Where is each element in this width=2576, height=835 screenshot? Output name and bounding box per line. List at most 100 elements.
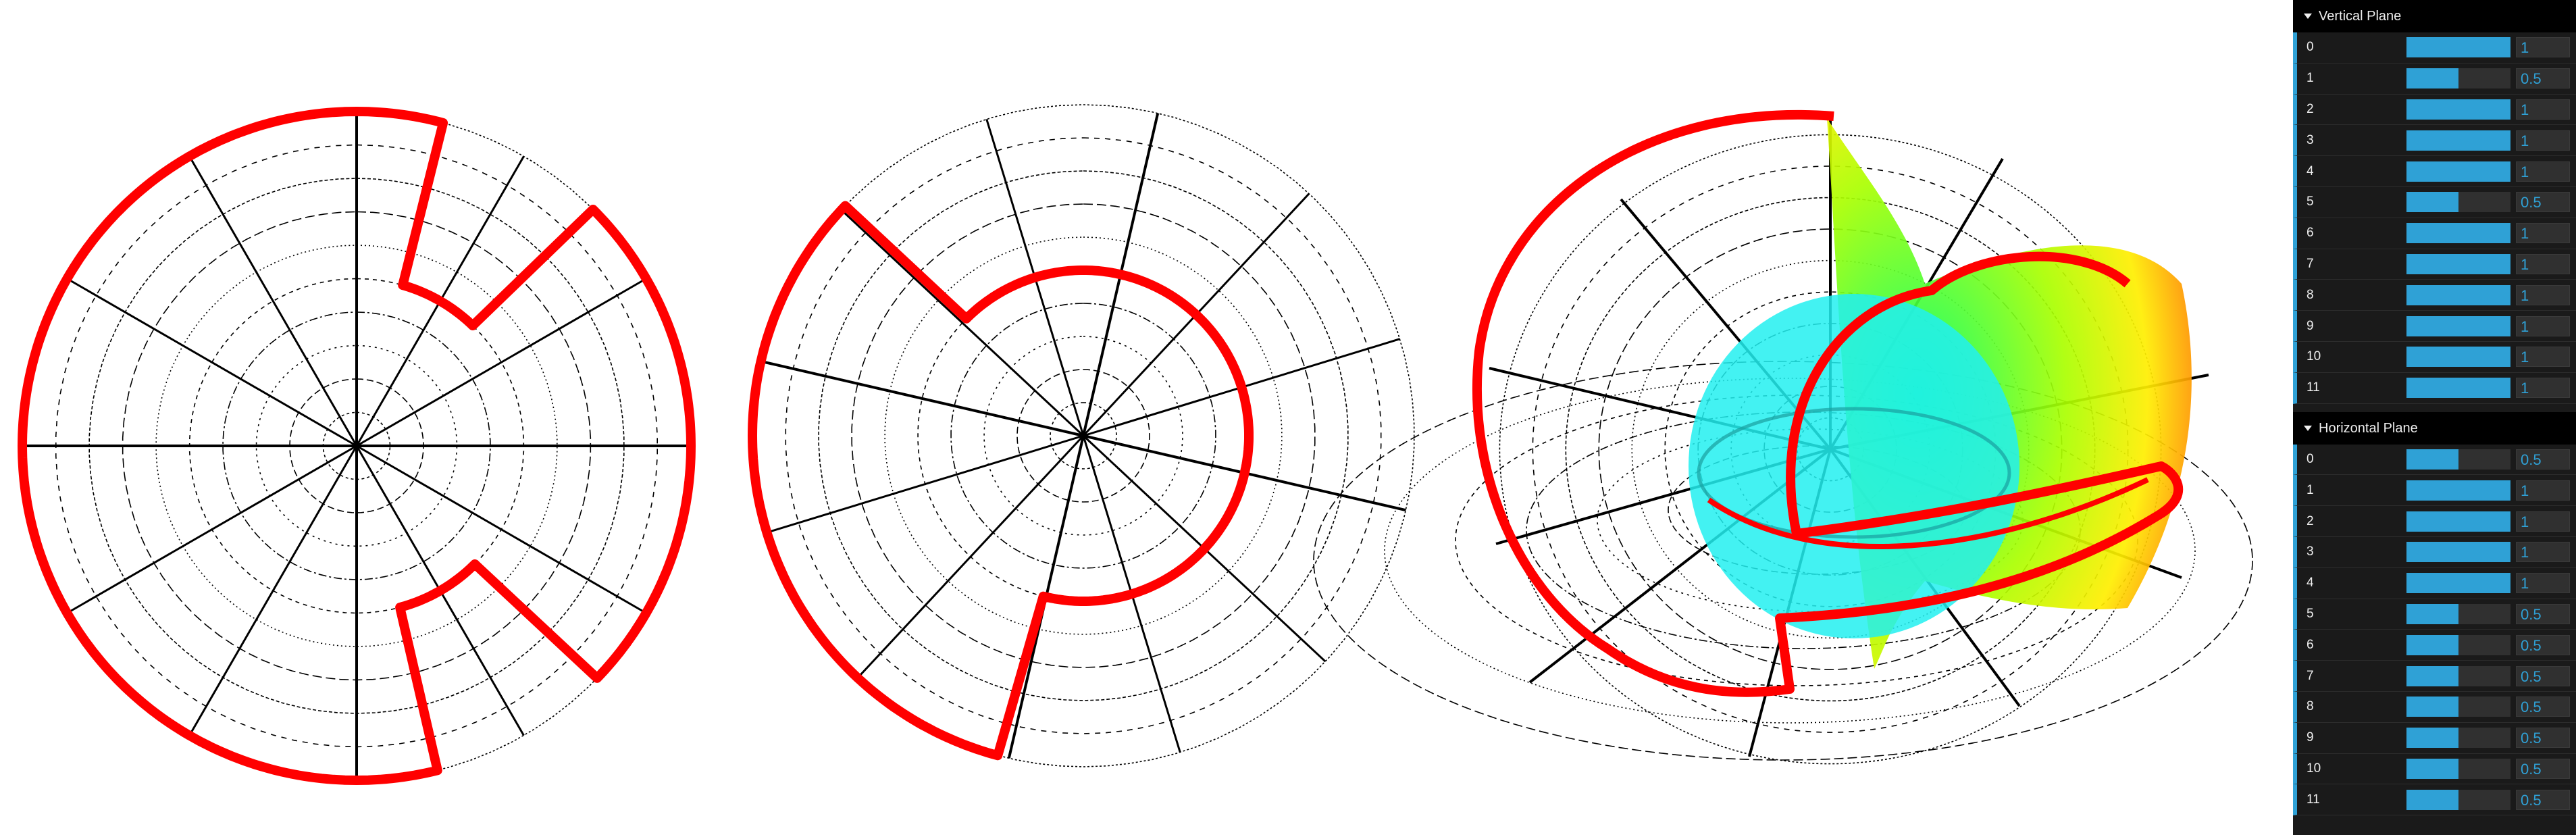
- value-input[interactable]: 0.5: [2516, 603, 2570, 624]
- value-input[interactable]: 1: [2516, 542, 2570, 563]
- control-label: 8: [2307, 699, 2314, 714]
- horizontal-control-row: 8 0.5: [2293, 691, 2576, 723]
- control-label: 2: [2307, 101, 2314, 116]
- value-input[interactable]: 1: [2516, 223, 2570, 244]
- slider-fill: [2406, 347, 2510, 368]
- grid-ring: [884, 236, 1283, 635]
- level-slider[interactable]: [2406, 665, 2510, 686]
- slider-fill: [2406, 99, 2510, 120]
- level-slider[interactable]: [2406, 378, 2510, 399]
- slider-fill: [2406, 130, 2510, 151]
- value-input[interactable]: 1: [2516, 511, 2570, 532]
- level-slider[interactable]: [2406, 789, 2510, 810]
- level-slider[interactable]: [2406, 480, 2510, 501]
- level-slider[interactable]: [2406, 37, 2510, 58]
- value-input[interactable]: 1: [2516, 378, 2570, 399]
- vertical-plane-folder[interactable]: Vertical Plane: [2293, 0, 2576, 32]
- level-slider[interactable]: [2406, 542, 2510, 563]
- level-slider[interactable]: [2406, 728, 2510, 749]
- control-label: 5: [2307, 606, 2314, 621]
- value-input[interactable]: 1: [2516, 284, 2570, 305]
- level-slider[interactable]: [2406, 347, 2510, 368]
- slider-fill: [2406, 728, 2458, 749]
- horizontal-control-row: 0 0.5: [2293, 444, 2576, 476]
- slider-fill: [2406, 449, 2458, 470]
- value-input[interactable]: 1: [2516, 37, 2570, 58]
- value-input[interactable]: 1: [2516, 99, 2570, 120]
- value-input[interactable]: 1: [2516, 130, 2570, 151]
- 3d-polar-plot: [1313, 109, 2253, 765]
- level-slider[interactable]: [2406, 253, 2510, 274]
- value-input[interactable]: 0.5: [2516, 665, 2570, 686]
- grid-spoke: [840, 209, 1085, 437]
- value-input[interactable]: 1: [2516, 315, 2570, 336]
- vertical-control-row: 5 0.5: [2293, 186, 2576, 218]
- grid-spoke: [356, 445, 647, 614]
- horizontal-control-row: 6 0.5: [2293, 630, 2576, 661]
- value-input[interactable]: 0.5: [2516, 697, 2570, 717]
- slider-fill: [2406, 253, 2510, 274]
- value-input[interactable]: 0.5: [2516, 758, 2570, 779]
- level-slider[interactable]: [2406, 758, 2510, 779]
- slider-fill: [2406, 315, 2510, 336]
- value-input[interactable]: 1: [2516, 347, 2570, 368]
- value-input[interactable]: 0.5: [2516, 634, 2570, 655]
- control-label: 9: [2307, 730, 2314, 745]
- level-slider[interactable]: [2406, 192, 2510, 213]
- level-slider[interactable]: [2406, 99, 2510, 120]
- ellipsoid-rim: [1697, 407, 2011, 539]
- grid-ring: [983, 336, 1183, 536]
- value-input[interactable]: 0.5: [2516, 449, 2570, 470]
- vertical-control-row: 11 1: [2293, 372, 2576, 404]
- slider-fill: [2406, 789, 2458, 810]
- triangle-down-icon: [2304, 14, 2312, 19]
- value-input[interactable]: 1: [2516, 573, 2570, 594]
- control-label: 9: [2307, 318, 2314, 333]
- pattern-curve: [1472, 109, 2184, 697]
- control-label: 5: [2307, 195, 2314, 209]
- grid-ring: [950, 303, 1216, 569]
- level-slider[interactable]: [2406, 511, 2510, 532]
- slider-fill: [2406, 284, 2510, 305]
- control-panel: Vertical Plane 0 1 1 0.5 2 1 3 1 4 1 5 0.5 6 1 7 1 8 1 9 1 1…: [2293, 0, 2576, 835]
- slider-fill: [2406, 758, 2458, 779]
- level-slider[interactable]: [2406, 315, 2510, 336]
- horizontal-control-row: 9 0.5: [2293, 722, 2576, 754]
- value-input[interactable]: 0.5: [2516, 728, 2570, 749]
- level-slider[interactable]: [2406, 449, 2510, 470]
- level-slider[interactable]: [2406, 573, 2510, 594]
- slider-fill: [2406, 68, 2458, 89]
- value-input[interactable]: 0.5: [2516, 68, 2570, 89]
- level-slider[interactable]: [2406, 223, 2510, 244]
- control-label: 11: [2307, 380, 2320, 395]
- triangle-down-icon: [2304, 425, 2312, 431]
- control-label: 0: [2307, 40, 2314, 55]
- level-slider[interactable]: [2406, 603, 2510, 624]
- control-label: 1: [2307, 71, 2314, 86]
- pattern-curve-horizontal: [1707, 477, 2149, 549]
- level-slider[interactable]: [2406, 161, 2510, 182]
- ground-ring: [1384, 378, 2196, 724]
- value-input[interactable]: 1: [2516, 480, 2570, 501]
- level-slider[interactable]: [2406, 284, 2510, 305]
- value-input[interactable]: 1: [2516, 253, 2570, 274]
- cyan-ellipsoid: [1689, 294, 2019, 638]
- control-label: 2: [2307, 513, 2314, 528]
- level-slider[interactable]: [2406, 697, 2510, 717]
- value-input[interactable]: 0.5: [2516, 192, 2570, 213]
- level-slider[interactable]: [2406, 634, 2510, 655]
- horizontal-plane-plot: [748, 104, 1415, 767]
- control-label: 10: [2307, 761, 2321, 776]
- level-slider[interactable]: [2406, 130, 2510, 151]
- value-input[interactable]: 0.5: [2516, 789, 2570, 810]
- value-input[interactable]: 1: [2516, 161, 2570, 182]
- grid-spoke: [188, 155, 358, 447]
- grid-ring: [1016, 369, 1150, 503]
- horizontal-control-row: 7 0.5: [2293, 661, 2576, 692]
- grid-ring: [785, 137, 1382, 734]
- horizontal-plane-folder[interactable]: Horizontal Plane: [2293, 411, 2576, 445]
- level-slider[interactable]: [2406, 68, 2510, 89]
